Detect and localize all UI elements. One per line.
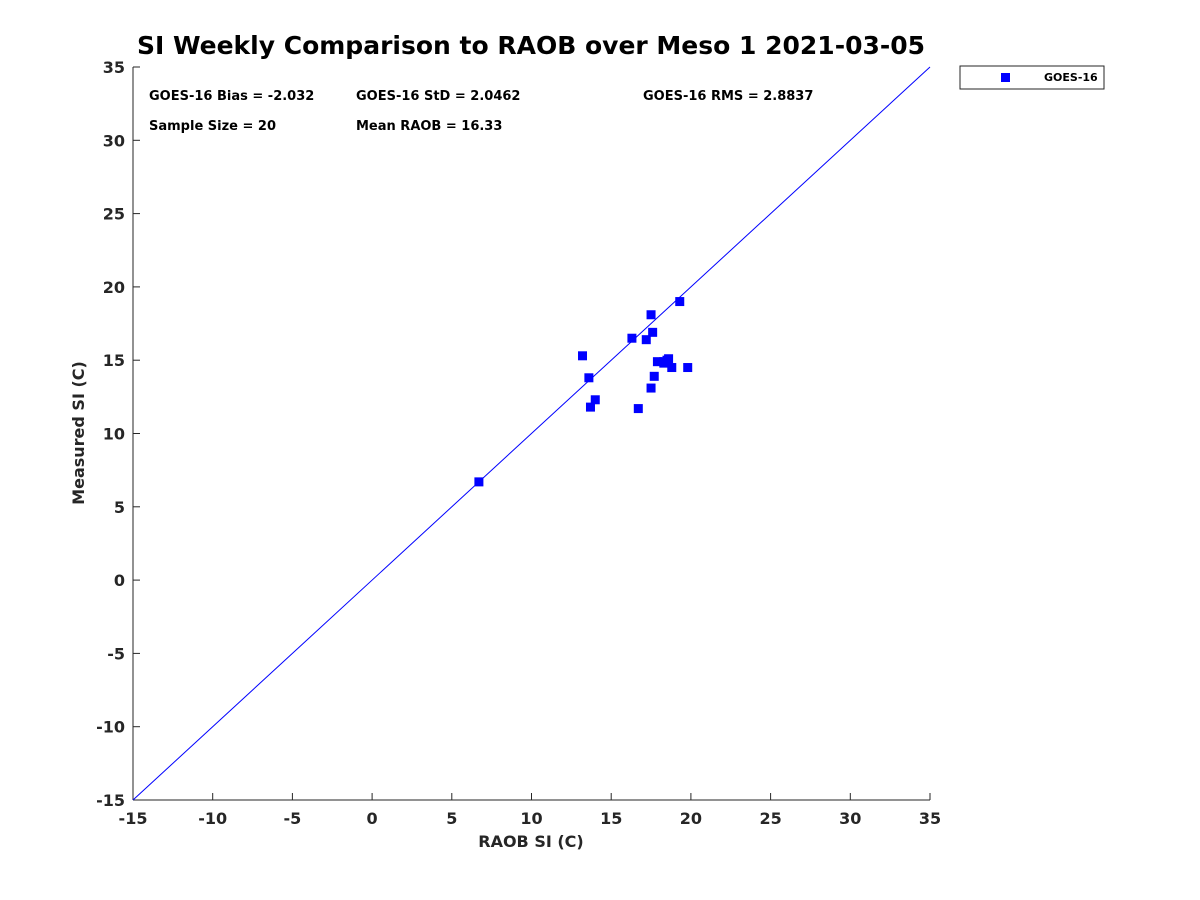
x-axis-label: RAOB SI (C) (478, 832, 583, 851)
y-tick-label: 0 (114, 571, 125, 590)
legend-marker-goes16 (1001, 73, 1010, 82)
legend: GOES-16 (959, 65, 1105, 90)
stats-annotations: GOES-16 Bias = -2.032 GOES-16 StD = 2.04… (149, 89, 813, 134)
x-ticks: -15 -10 -5 0 5 10 15 20 25 30 35 (119, 793, 941, 828)
data-point (584, 373, 594, 383)
data-point (652, 357, 662, 367)
data-point (675, 297, 685, 307)
x-tick-label: -15 (119, 809, 148, 828)
std-annotation: GOES-16 StD = 2.0462 (356, 89, 520, 104)
legend-label-goes16: GOES-16 (1044, 71, 1098, 84)
y-tick-label: -10 (96, 718, 125, 737)
x-tick-label: 25 (759, 809, 781, 828)
y-tick-label: 15 (103, 351, 125, 370)
x-tick-label: -5 (284, 809, 302, 828)
data-point (474, 477, 484, 487)
y-tick-label: -5 (107, 644, 125, 663)
chart-title: SI Weekly Comparison to RAOB over Meso 1… (137, 31, 925, 60)
rms-annotation: GOES-16 RMS = 2.8837 (643, 89, 813, 104)
legend-box (959, 65, 1105, 90)
one-to-one-line (132, 66, 931, 801)
data-point (646, 310, 656, 320)
goes16-points (474, 297, 693, 487)
bias-annotation: GOES-16 Bias = -2.032 (149, 89, 314, 104)
x-tick-label: 0 (367, 809, 378, 828)
data-point (664, 354, 674, 364)
data-point (633, 404, 643, 414)
data-point (585, 402, 595, 412)
x-tick-label: 35 (919, 809, 941, 828)
data-point (646, 383, 656, 393)
y-tick-label: 25 (103, 205, 125, 224)
y-tick-label: 5 (114, 498, 125, 517)
sample-size-annotation: Sample Size = 20 (149, 119, 276, 134)
x-tick-label: 5 (446, 809, 457, 828)
y-tick-label: 30 (103, 131, 125, 150)
x-tick-label: 30 (839, 809, 861, 828)
data-point (590, 395, 600, 405)
y-tick-label: 20 (103, 278, 125, 297)
x-tick-label: -10 (198, 809, 227, 828)
x-tick-label: 10 (520, 809, 542, 828)
data-point (578, 351, 588, 361)
y-tick-label: 35 (103, 58, 125, 77)
x-tick-label: 20 (680, 809, 702, 828)
data-point (649, 371, 659, 381)
data-point (667, 363, 677, 373)
mean-raob-annotation: Mean RAOB = 16.33 (356, 119, 502, 134)
data-point (641, 335, 651, 345)
y-ticks: -15 -10 -5 0 5 10 15 20 25 30 35 (96, 58, 140, 810)
data-point (683, 363, 693, 373)
y-tick-label: 10 (103, 425, 125, 444)
y-tick-label: -15 (96, 791, 125, 810)
x-tick-label: 15 (600, 809, 622, 828)
data-point (627, 333, 637, 343)
y-axis-label: Measured SI (C) (69, 361, 88, 505)
data-point (648, 327, 658, 337)
